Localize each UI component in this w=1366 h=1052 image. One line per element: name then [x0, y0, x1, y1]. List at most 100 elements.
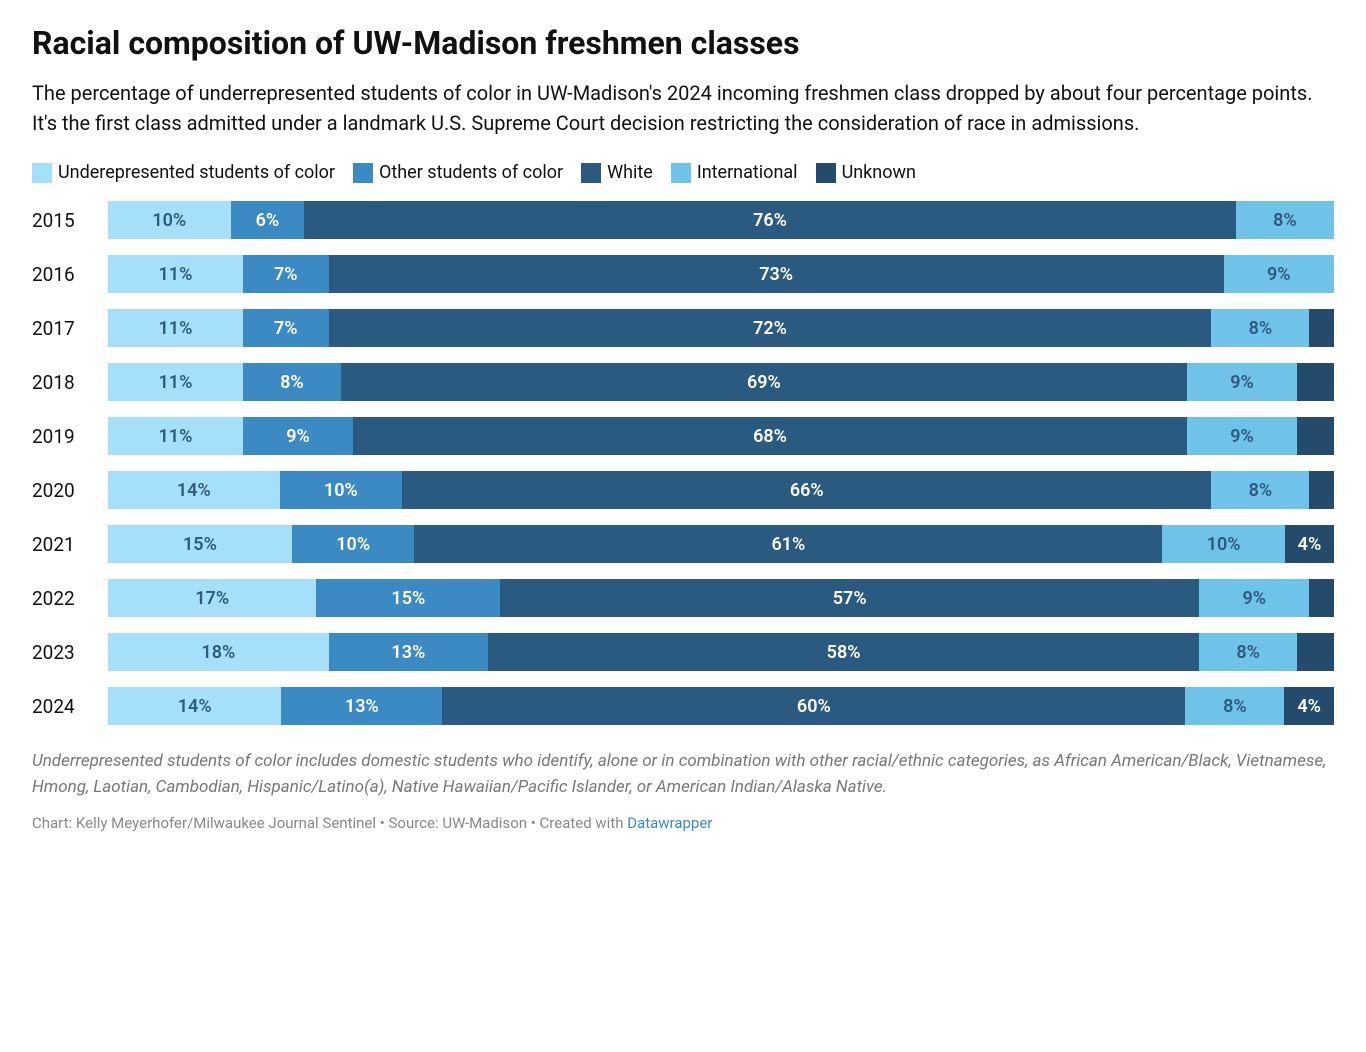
stacked-bar-chart: 201510%6%76%8%201611%7%73%9%201711%7%72%… [32, 201, 1334, 725]
stacked-bar: 14%10%66%8% [108, 471, 1334, 509]
bar-row: 2016 11%7%73%9% [32, 255, 1334, 293]
year-label: 2018 [32, 371, 92, 394]
bar-segment-white: 66% [402, 471, 1211, 509]
legend-item: Other students of color [353, 162, 563, 183]
legend-label: International [697, 162, 798, 183]
bar-segment-under: 18% [108, 633, 329, 671]
bar-segment-intl: 8% [1199, 633, 1297, 671]
chart-credit: Chart: Kelly Meyerhofer/Milwaukee Journa… [32, 814, 1334, 832]
chart-note: Underrepresented students of color inclu… [32, 749, 1334, 800]
bar-segment-unk [1297, 363, 1334, 401]
bar-row: 202115%10%61%10%4% [32, 525, 1334, 563]
stacked-bar: 11%8%69%9% [108, 363, 1334, 401]
year-label: 2022 [32, 587, 92, 610]
bar-segment-white: 68% [353, 417, 1187, 455]
bar-segment-other: 15% [316, 579, 500, 617]
bar-segment-white: 61% [414, 525, 1162, 563]
bar-row: 2017 11%7%72%8% [32, 309, 1334, 347]
legend-item: International [671, 162, 798, 183]
legend-swatch [32, 163, 52, 183]
chart-title: Racial composition of UW-Madison freshme… [32, 24, 1334, 62]
bar-segment-white: 57% [500, 579, 1199, 617]
year-label: 2016 [32, 263, 92, 286]
bar-segment-unk [1309, 579, 1334, 617]
bar-segment-other: 9% [243, 417, 353, 455]
stacked-bar: 11%7%72%8% [108, 309, 1334, 347]
bar-segment-intl: 8% [1211, 471, 1309, 509]
bar-segment-white: 72% [329, 309, 1212, 347]
legend-label: Unknown [842, 162, 916, 183]
bar-segment-under: 11% [108, 309, 243, 347]
bar-segment-intl: 9% [1187, 363, 1297, 401]
bar-segment-white: 76% [304, 201, 1236, 239]
legend-label: Other students of color [379, 162, 563, 183]
bar-segment-intl: 9% [1187, 417, 1297, 455]
bar-row: 2018 11%8%69%9% [32, 363, 1334, 401]
legend-item: White [581, 162, 653, 183]
bar-row: 201911%9%68%9% [32, 417, 1334, 455]
bar-segment-other: 13% [281, 687, 442, 725]
legend-label: Underepresented students of color [58, 162, 335, 183]
bar-segment-under: 17% [108, 579, 316, 617]
year-label: 2019 [32, 425, 92, 448]
legend: Underepresented students of color Other s… [32, 162, 1334, 183]
year-label: 2021 [32, 533, 92, 556]
bar-segment-other: 13% [329, 633, 488, 671]
bar-row: 2020 14%10%66%8% [32, 471, 1334, 509]
bar-segment-unk: 4% [1284, 687, 1334, 725]
stacked-bar: 11%7%73%9% [108, 255, 1334, 293]
stacked-bar: 17%15%57%9% [108, 579, 1334, 617]
legend-swatch [816, 163, 836, 183]
legend-swatch [671, 163, 691, 183]
year-label: 2020 [32, 479, 92, 502]
bar-row: 2022 17%15%57%9% [32, 579, 1334, 617]
legend-item: Unknown [816, 162, 916, 183]
bar-segment-under: 15% [108, 525, 292, 563]
year-label: 2015 [32, 209, 92, 232]
bar-segment-unk [1309, 309, 1334, 347]
stacked-bar: 10%6%76%8% [108, 201, 1334, 239]
bar-segment-white: 60% [442, 687, 1185, 725]
bar-row: 2023 18%13%58%8% [32, 633, 1334, 671]
year-label: 2023 [32, 641, 92, 664]
bar-segment-under: 11% [108, 417, 243, 455]
bar-segment-white: 69% [341, 363, 1187, 401]
stacked-bar: 15%10%61%10%4% [108, 525, 1334, 563]
legend-item: Underepresented students of color [32, 162, 335, 183]
year-label: 2017 [32, 317, 92, 340]
stacked-bar: 14%13%60%8%4% [108, 687, 1334, 725]
bar-segment-under: 14% [108, 687, 281, 725]
bar-row: 201510%6%76%8% [32, 201, 1334, 239]
bar-segment-unk [1309, 471, 1334, 509]
bar-segment-unk: 4% [1285, 525, 1334, 563]
stacked-bar: 18%13%58%8% [108, 633, 1334, 671]
chart-subtitle: The percentage of underrepresented stude… [32, 78, 1334, 138]
bar-segment-intl: 9% [1224, 255, 1334, 293]
datawrapper-link[interactable]: Datawrapper [627, 814, 712, 832]
bar-segment-other: 8% [243, 363, 341, 401]
bar-segment-white: 73% [329, 255, 1224, 293]
bar-segment-intl: 8% [1185, 687, 1284, 725]
bar-segment-other: 10% [280, 471, 403, 509]
stacked-bar: 11%9%68%9% [108, 417, 1334, 455]
bar-segment-other: 7% [243, 309, 329, 347]
legend-label: White [607, 162, 653, 183]
legend-swatch [353, 163, 373, 183]
bar-segment-under: 14% [108, 471, 280, 509]
credit-prefix: Chart: Kelly Meyerhofer/Milwaukee Journa… [32, 814, 627, 832]
bar-segment-under: 11% [108, 255, 243, 293]
bar-segment-unk [1297, 417, 1334, 455]
bar-segment-intl: 8% [1236, 201, 1334, 239]
legend-swatch [581, 163, 601, 183]
bar-segment-intl: 9% [1199, 579, 1309, 617]
bar-segment-white: 58% [488, 633, 1199, 671]
bar-row: 2024 14%13%60%8%4% [32, 687, 1334, 725]
bar-segment-unk [1297, 633, 1334, 671]
bar-segment-under: 11% [108, 363, 243, 401]
bar-segment-other: 10% [292, 525, 415, 563]
bar-segment-other: 7% [243, 255, 329, 293]
bar-segment-intl: 8% [1211, 309, 1309, 347]
bar-segment-other: 6% [231, 201, 305, 239]
year-label: 2024 [32, 695, 92, 718]
bar-segment-intl: 10% [1162, 525, 1285, 563]
